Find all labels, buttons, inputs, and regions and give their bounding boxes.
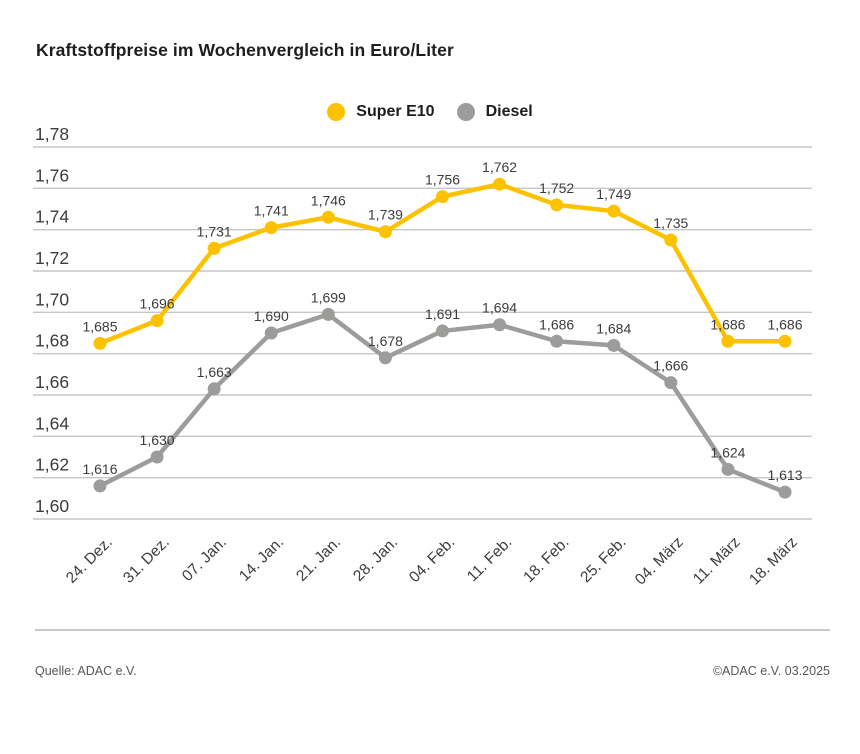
legend-label-super-e10: Super E10 [356,103,435,120]
data-point [550,198,564,212]
chart-legend: Super E10 Diesel [0,103,860,121]
copyright-note: ©ADAC e.V. 03.2025 [712,664,830,678]
data-point-label: 1,678 [368,333,403,349]
diesel-dot-icon [456,103,475,121]
x-tick-label: 11. März [690,534,744,588]
data-point [436,324,449,338]
data-point-label: 1,739 [368,207,403,223]
data-point [493,318,507,332]
x-tick-label: 04. Feb. [406,534,458,586]
y-tick-label: 1,60 [35,496,69,516]
data-point-label: 1,666 [653,358,688,374]
data-point [93,479,107,493]
data-point-label: 1,756 [425,172,460,188]
data-point-label: 1,746 [311,192,346,208]
x-axis-labels: 24. Dez. 31. Dez. 07. Jan. 14. Jan. 21. Jan.… [63,534,801,589]
data-point [93,336,107,350]
x-tick-label: 31. Dez. [120,534,173,587]
legend-item-diesel: Diesel [456,103,533,121]
y-tick-label: 1,70 [35,289,69,309]
x-tick-label: 25. Feb. [577,534,629,586]
fuel-price-line-chart: 1,78 1,76 1,74 1,72 1,70 1,68 1,66 1,64 1,62 1,60… [33,124,812,589]
y-tick-label: 1,68 [35,331,69,351]
source-note: Quelle: ADAC e.V. [35,664,137,678]
chart-title: Kraftstoffpreise im Wochenvergleich in E… [36,40,454,60]
series-super-e10: 1,685 1,696 1,731 1,741 1,746 1,739 1,756 1,762… [82,159,803,350]
y-tick-label: 1,64 [35,413,69,433]
x-tick-label: 04. März [632,534,687,589]
x-tick-label: 28. Jan. [350,534,401,585]
y-tick-label: 1,76 [35,165,69,185]
data-point [664,233,678,247]
data-point-label: 1,613 [767,467,802,483]
data-point-label: 1,685 [82,318,117,334]
x-tick-label: 11. Feb. [464,534,515,585]
data-point-label: 1,686 [710,316,745,332]
data-point-label: 1,691 [425,306,460,322]
data-point [493,177,507,191]
data-point-label: 1,624 [710,444,745,460]
data-point [378,225,392,239]
data-point [264,221,278,235]
data-point [150,450,164,464]
series-line [98,312,786,495]
data-point [721,462,735,476]
data-point-label: 1,696 [140,296,175,312]
data-point [321,210,335,224]
data-point [207,382,221,396]
data-point-label: 1,686 [767,316,802,332]
data-point-label: 1,690 [254,308,289,324]
y-tick-label: 1,72 [35,248,69,268]
y-tick-label: 1,62 [35,455,69,475]
data-point-label: 1,616 [82,461,117,477]
super-e10-dot-icon [327,103,346,121]
data-point-label: 1,686 [539,316,574,332]
data-point [607,204,621,218]
data-point-label: 1,752 [539,180,574,196]
data-point [721,334,735,348]
x-tick-label: 07. Jan. [179,534,230,585]
y-tick-label: 1,66 [35,372,69,392]
x-tick-label: 21. Jan. [293,534,344,585]
data-point-label: 1,731 [197,223,232,239]
data-point-label: 1,762 [482,159,517,175]
data-point-label: 1,694 [482,300,517,316]
data-point [378,351,392,365]
x-tick-label: 18. Feb. [520,534,572,586]
y-grid: 1,78 1,76 1,74 1,72 1,70 1,68 1,66 1,64 1,62 1,60 [33,124,812,520]
data-point [550,334,564,348]
data-point-label: 1,749 [596,186,631,202]
data-point [207,241,221,255]
y-tick-label: 1,78 [35,124,69,144]
data-point-label: 1,735 [653,215,688,231]
data-point [321,307,335,321]
data-point-label: 1,630 [140,432,175,448]
data-point [778,485,792,499]
legend-label-diesel: Diesel [485,103,533,120]
x-tick-label: 24. Dez. [63,534,116,587]
data-point [436,190,449,204]
y-tick-label: 1,74 [35,207,69,227]
data-point [264,326,278,340]
data-point [607,338,621,352]
data-point [664,376,678,390]
data-point-label: 1,684 [596,320,631,336]
footer-divider [35,629,830,631]
data-point [150,314,164,328]
x-tick-label: 18. März [746,534,801,589]
data-point [778,334,792,348]
legend-item-super-e10: Super E10 [327,103,435,121]
series-diesel: 1,616 1,630 1,663 1,690 1,699 1,678 1,691 1,694… [82,289,803,499]
data-point-label: 1,663 [197,364,232,380]
x-tick-label: 14. Jan. [236,534,287,585]
data-point-label: 1,741 [254,203,289,219]
data-point-label: 1,699 [311,289,346,305]
chart-footer: Quelle: ADAC e.V. ©ADAC e.V. 03.2025 [35,664,830,678]
